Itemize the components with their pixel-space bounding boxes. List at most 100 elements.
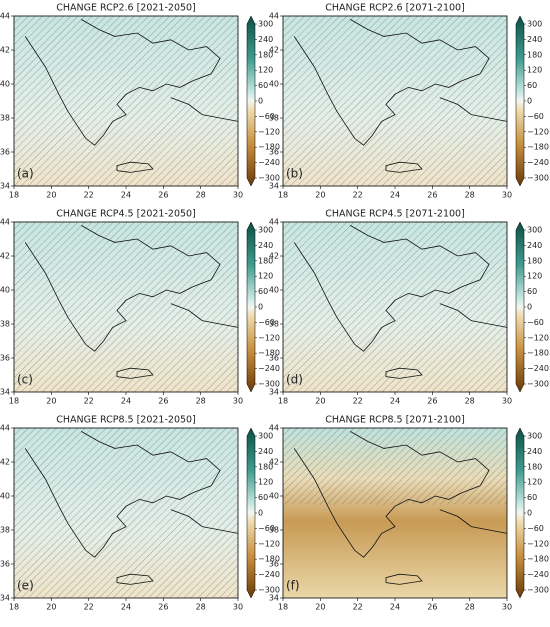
lat-label: 38 bbox=[269, 526, 279, 535]
lat-label: 36 bbox=[0, 354, 10, 363]
lon-label: 28 bbox=[465, 191, 475, 200]
colorbar bbox=[515, 221, 525, 393]
colorbar-label: −240 bbox=[527, 570, 549, 579]
lon-label: 28 bbox=[465, 603, 475, 612]
colorbar-label: 120 bbox=[527, 272, 542, 281]
coastline bbox=[293, 431, 490, 558]
lon-label: 30 bbox=[502, 603, 512, 612]
colorbar-label: −240 bbox=[527, 364, 549, 373]
colorbar-label: 180 bbox=[527, 50, 542, 59]
lon-label: 18 bbox=[278, 397, 288, 406]
lon-label: 24 bbox=[121, 397, 131, 406]
colorbar-label: −120 bbox=[527, 333, 549, 342]
colorbar-label: −120 bbox=[527, 127, 549, 136]
lon-label: 24 bbox=[121, 191, 131, 200]
map-panel: CHANGE RCP8.5 [2021-2050] (e) 44 42 40 38 36 34… bbox=[0, 415, 280, 612]
lat-label: 34 bbox=[0, 594, 10, 603]
lat-label: 40 bbox=[269, 492, 279, 501]
panel-label: (f) bbox=[286, 579, 300, 593]
coastline bbox=[24, 225, 221, 352]
lat-label: 42 bbox=[0, 46, 10, 55]
lat-label: 36 bbox=[0, 560, 10, 569]
colorbar-label: −60 bbox=[258, 318, 275, 327]
lon-label: 28 bbox=[465, 397, 475, 406]
lon-label: 18 bbox=[9, 397, 19, 406]
lat-label: 42 bbox=[269, 252, 279, 261]
lon-label: 26 bbox=[158, 191, 168, 200]
lon-label: 22 bbox=[353, 603, 363, 612]
colorbar-label: 240 bbox=[527, 241, 542, 250]
hatching bbox=[283, 16, 507, 186]
colorbar-label: 180 bbox=[527, 462, 542, 471]
lon-label: 30 bbox=[502, 191, 512, 200]
colorbar-label: 240 bbox=[527, 447, 542, 456]
lon-label: 18 bbox=[278, 191, 288, 200]
colorbar-label: −120 bbox=[258, 333, 280, 342]
lat-label: 38 bbox=[269, 320, 279, 329]
lat-label: 36 bbox=[0, 148, 10, 157]
lon-label: 20 bbox=[46, 603, 56, 612]
colorbar-label: 180 bbox=[258, 256, 273, 265]
colorbar-label: −120 bbox=[527, 539, 549, 548]
lon-label: 24 bbox=[121, 603, 131, 612]
coastline bbox=[385, 573, 423, 585]
lon-label: 20 bbox=[315, 397, 325, 406]
colorbar-label: 0 bbox=[258, 97, 263, 106]
lon-label: 28 bbox=[196, 191, 206, 200]
lat-label: 38 bbox=[0, 526, 10, 535]
panel-label: (e) bbox=[17, 579, 34, 593]
lat-label: 42 bbox=[0, 252, 10, 261]
colorbar-label: −60 bbox=[258, 524, 275, 533]
colorbar-label: −300 bbox=[527, 380, 549, 389]
lat-label: 36 bbox=[269, 148, 279, 157]
colorbar-label: −240 bbox=[258, 364, 280, 373]
lon-label: 18 bbox=[9, 603, 19, 612]
colorbar-label: 60 bbox=[258, 81, 268, 90]
lon-label: 26 bbox=[158, 397, 168, 406]
colorbar-label: −240 bbox=[258, 570, 280, 579]
colorbar-label: 300 bbox=[258, 20, 273, 29]
panel-label: (a) bbox=[17, 167, 34, 181]
colorbar-label: 60 bbox=[258, 493, 268, 502]
colorbar bbox=[246, 427, 256, 599]
lon-label: 24 bbox=[390, 191, 400, 200]
colorbar-label: 300 bbox=[258, 432, 273, 441]
map-panel: CHANGE RCP2.6 [2021-2050] (a) 44 42 40 38 36 34… bbox=[0, 3, 280, 200]
colorbar-label: −180 bbox=[258, 555, 280, 564]
colorbar-label: −180 bbox=[258, 349, 280, 358]
lat-label: 42 bbox=[269, 458, 279, 467]
panel-title: CHANGE RCP4.5 [2071-2100] bbox=[325, 209, 465, 220]
lat-label: 38 bbox=[0, 320, 10, 329]
lat-label: 44 bbox=[0, 424, 10, 433]
map-panel: CHANGE RCP8.5 [2071-2100] (f) 44 42 40 38 36 34… bbox=[269, 415, 549, 612]
colorbar-label: 60 bbox=[527, 493, 537, 502]
colorbar-label: 120 bbox=[527, 66, 542, 75]
panel-label: (c) bbox=[17, 373, 33, 387]
lon-label: 30 bbox=[233, 191, 243, 200]
colorbar-label: 180 bbox=[258, 50, 273, 59]
lat-label: 38 bbox=[269, 114, 279, 123]
coastline bbox=[439, 303, 508, 328]
colorbar-label: 120 bbox=[258, 66, 273, 75]
colorbar-label: 0 bbox=[527, 303, 532, 312]
lat-label: 34 bbox=[269, 388, 279, 397]
lon-label: 22 bbox=[84, 603, 94, 612]
coastline bbox=[116, 161, 154, 173]
colorbar-label: −120 bbox=[258, 127, 280, 136]
lon-label: 30 bbox=[233, 603, 243, 612]
colorbar-label: 60 bbox=[527, 287, 537, 296]
coastline bbox=[24, 431, 221, 558]
colorbar-label: −180 bbox=[258, 143, 280, 152]
lon-label: 20 bbox=[315, 191, 325, 200]
lat-label: 34 bbox=[269, 182, 279, 191]
colorbar bbox=[515, 15, 525, 187]
colorbar-label: −180 bbox=[527, 555, 549, 564]
lat-label: 36 bbox=[269, 560, 279, 569]
colorbar-label: −60 bbox=[527, 318, 544, 327]
colorbar-label: −180 bbox=[527, 143, 549, 152]
colorbar-label: −180 bbox=[527, 349, 549, 358]
colorbar-label: 180 bbox=[527, 256, 542, 265]
lon-label: 18 bbox=[278, 603, 288, 612]
coastline bbox=[116, 367, 154, 379]
